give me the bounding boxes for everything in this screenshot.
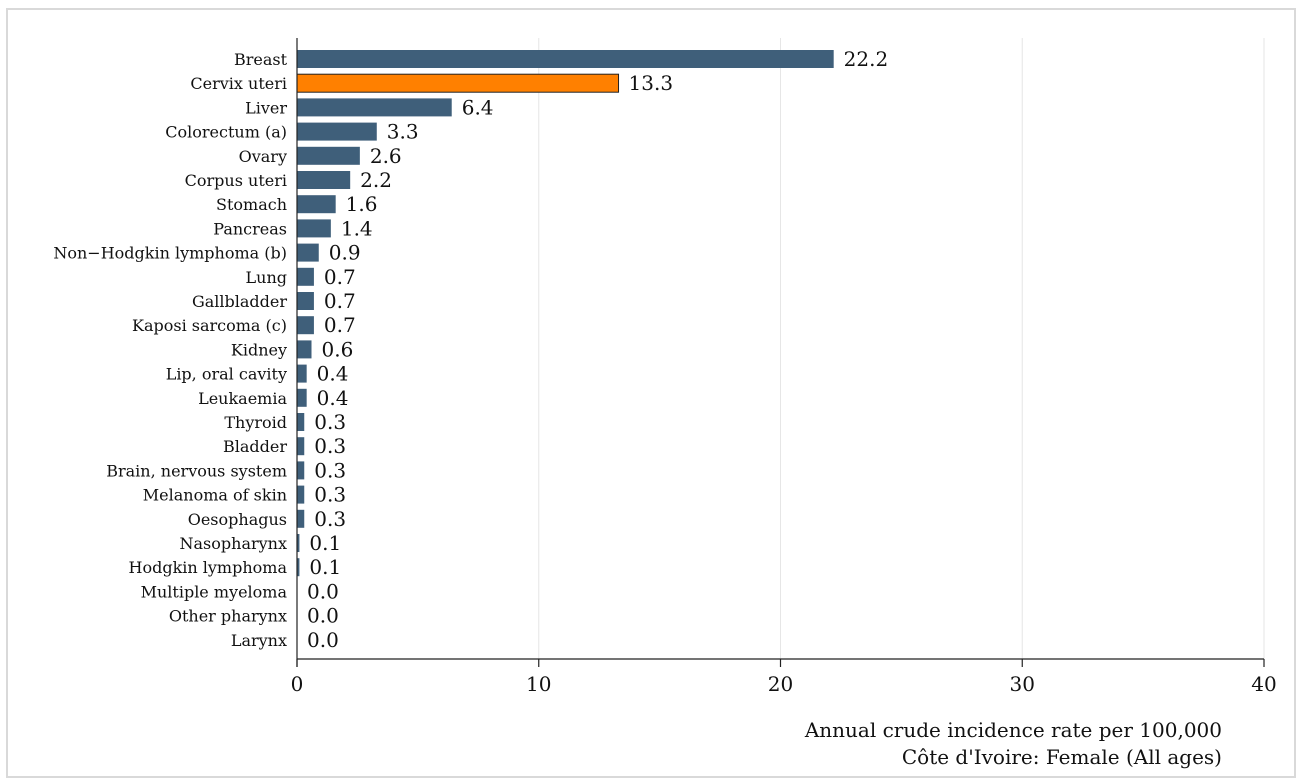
category-label: Larynx <box>231 631 287 650</box>
bar <box>297 364 307 383</box>
value-label: 0.1 <box>309 555 341 579</box>
chart-frame: Breast Cervix uteri Liver Colorectum (a) Ova… <box>6 8 1296 778</box>
category-label: Kidney <box>231 340 287 359</box>
bar <box>297 437 305 456</box>
value-label: 0.1 <box>309 531 341 555</box>
category-label: Leukaemia <box>198 389 287 408</box>
value-label: 0.6 <box>322 337 354 361</box>
category-label: Multiple myeloma <box>141 582 288 601</box>
bar <box>297 316 314 335</box>
value-label: 0.0 <box>307 628 339 652</box>
category-label: Breast <box>234 50 288 69</box>
category-label: Lung <box>246 268 287 287</box>
value-label: 0.4 <box>317 386 349 410</box>
value-label: 1.4 <box>341 216 373 240</box>
bar <box>297 461 305 480</box>
category-label: Corpus uteri <box>185 171 287 190</box>
value-label: 0.3 <box>314 410 346 434</box>
value-label: 13.3 <box>629 71 674 95</box>
bar <box>297 243 319 262</box>
bar <box>297 509 305 528</box>
category-label: Lip, oral cavity <box>166 365 287 384</box>
bar <box>297 388 307 407</box>
category-label: Brain, nervous system <box>106 461 287 480</box>
bar <box>297 98 452 117</box>
category-label: Ovary <box>239 147 287 166</box>
bar <box>297 146 360 165</box>
value-label: 0.3 <box>314 507 346 531</box>
bar <box>296 73 620 93</box>
bar <box>297 219 331 238</box>
value-label: 0.7 <box>324 289 356 313</box>
category-label: Pancreas <box>213 219 287 238</box>
value-label: 0.3 <box>314 483 346 507</box>
value-label: 0.7 <box>324 313 356 337</box>
bar <box>297 558 300 577</box>
bar <box>297 50 834 68</box>
x-tick-label: 30 <box>1010 672 1035 696</box>
bar <box>297 292 314 310</box>
value-label: 0.9 <box>329 241 361 265</box>
value-label: 3.3 <box>387 120 419 144</box>
value-label: 1.6 <box>346 192 378 216</box>
category-label: Bladder <box>223 437 287 456</box>
value-label: 0.0 <box>307 579 339 603</box>
bar <box>297 122 377 141</box>
bar <box>297 171 351 189</box>
bar <box>297 534 300 552</box>
value-label: 22.2 <box>844 47 889 71</box>
x-tick-label: 40 <box>1251 672 1276 696</box>
value-labels: 22.213.36.43.32.62.21.61.40.90.70.70.70.… <box>307 47 888 652</box>
x-tick-label: 10 <box>526 672 551 696</box>
value-label: 0.3 <box>314 458 346 482</box>
bar-chart: Breast Cervix uteri Liver Colorectum (a) Ova… <box>53 38 1277 769</box>
bar <box>297 340 312 359</box>
category-label: Nasopharynx <box>180 534 287 553</box>
category-label: Melanoma of skin <box>143 486 287 505</box>
category-label: Hodgkin lymphoma <box>129 558 288 577</box>
category-label: Thyroid <box>224 413 287 432</box>
category-label: Cervix uteri <box>190 74 287 93</box>
value-label: 0.7 <box>324 265 356 289</box>
category-label: Gallbladder <box>192 292 287 311</box>
bar <box>297 413 305 431</box>
category-label: Other pharynx <box>169 607 287 626</box>
category-label: Stomach <box>216 195 287 214</box>
x-tick-label: 0 <box>291 672 304 696</box>
value-label: 0.4 <box>317 362 349 386</box>
value-label: 2.2 <box>360 168 392 192</box>
value-label: 2.6 <box>370 144 402 168</box>
category-label: Non−Hodgkin lymphoma (b) <box>53 244 287 263</box>
value-label: 0.3 <box>314 434 346 458</box>
x-axis: 0 10 20 30 40 <box>291 38 1277 696</box>
category-label: Colorectum (a) <box>165 123 287 142</box>
chart-subtitle: Côte d'Ivoire: Female (All ages) <box>902 745 1222 769</box>
bar <box>297 195 336 214</box>
category-labels: Breast Cervix uteri Liver Colorectum (a) Ova… <box>53 50 287 650</box>
value-label: 0.0 <box>307 604 339 628</box>
x-axis-title: Annual crude incidence rate per 100,000 <box>804 718 1222 742</box>
bar <box>297 267 314 286</box>
category-label: Kaposi sarcoma (c) <box>132 316 287 335</box>
category-label: Oesophagus <box>188 510 287 529</box>
bars <box>296 50 834 577</box>
x-tick-label: 20 <box>768 672 793 696</box>
gridlines <box>538 38 1265 659</box>
bar <box>297 485 305 504</box>
value-label: 6.4 <box>462 95 494 119</box>
category-label: Liver <box>245 98 287 117</box>
